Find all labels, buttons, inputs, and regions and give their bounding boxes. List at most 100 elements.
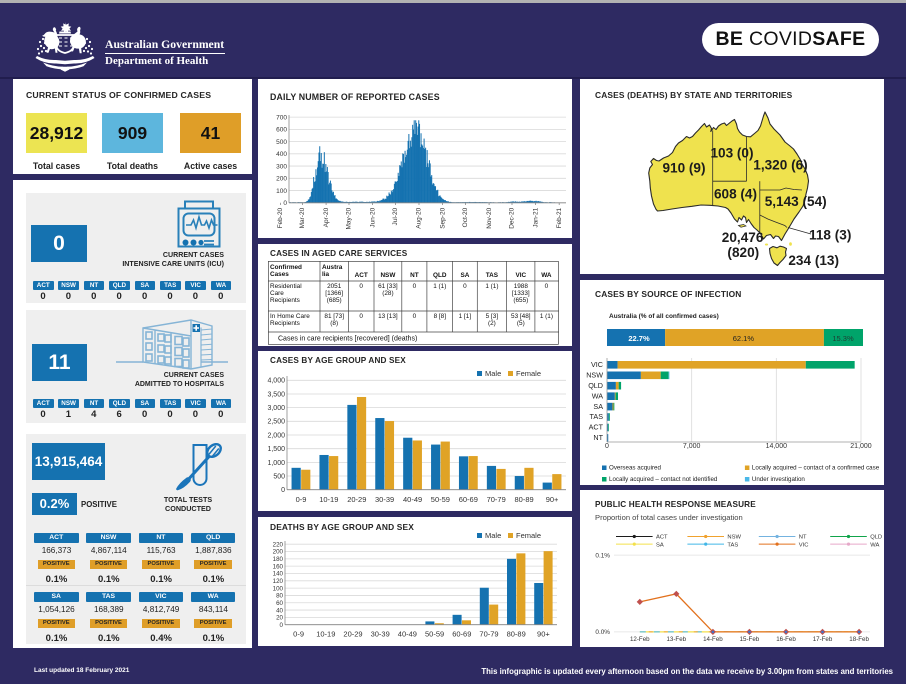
svg-text:0: 0 <box>463 283 467 290</box>
svg-text:60: 60 <box>276 600 283 607</box>
svg-text:[1366]: [1366] <box>325 290 343 297</box>
svg-text:[1333]: [1333] <box>512 290 530 297</box>
svg-text:ACT: ACT <box>656 535 668 541</box>
svg-text:3,500: 3,500 <box>267 391 285 398</box>
svg-text:QLD: QLD <box>433 272 447 279</box>
svg-text:100: 100 <box>276 188 287 195</box>
svg-text:13 [13]: 13 [13] <box>378 313 398 320</box>
svg-text:Female: Female <box>516 369 541 378</box>
svg-text:TAS: TAS <box>727 542 738 548</box>
svg-text:Under investigation: Under investigation <box>752 476 806 483</box>
svg-text:22.7%: 22.7% <box>628 334 650 343</box>
svg-text:30-39: 30-39 <box>371 630 390 639</box>
svg-text:14,000: 14,000 <box>766 443 788 450</box>
svg-text:1,320 (6): 1,320 (6) <box>753 157 807 172</box>
svg-text:Care: Care <box>270 290 284 297</box>
svg-text:Jun-20: Jun-20 <box>369 207 376 227</box>
svg-text:100: 100 <box>273 585 284 592</box>
svg-text:608 (4): 608 (4) <box>714 187 757 202</box>
svg-text:VIC: VIC <box>515 272 526 279</box>
svg-text:0.0%: 0.0% <box>595 629 610 636</box>
svg-text:2,000: 2,000 <box>267 432 285 439</box>
svg-text:Cases in care recipients [reco: Cases in care recipients [recovered] (de… <box>278 336 417 343</box>
svg-text:Residential: Residential <box>270 283 302 290</box>
svg-text:20,476: 20,476 <box>722 230 764 245</box>
svg-text:1,000: 1,000 <box>267 460 285 467</box>
svg-text:1 (1): 1 (1) <box>433 283 446 290</box>
svg-text:QLD: QLD <box>588 381 603 390</box>
svg-text:Dec-20: Dec-20 <box>509 207 516 228</box>
svg-text:Sep-20: Sep-20 <box>439 207 446 228</box>
svg-text:2051: 2051 <box>327 283 342 290</box>
svg-text:May-20: May-20 <box>346 207 353 229</box>
svg-text:TAS: TAS <box>590 412 604 421</box>
svg-text:Male: Male <box>485 531 501 540</box>
svg-text:140: 140 <box>273 571 284 578</box>
svg-text:Nov-20: Nov-20 <box>486 207 493 228</box>
svg-text:Jul-20: Jul-20 <box>392 207 399 225</box>
svg-text:81 [73]: 81 [73] <box>324 313 344 320</box>
svg-text:2,500: 2,500 <box>267 419 285 426</box>
svg-text:180: 180 <box>273 556 284 563</box>
svg-text:17-Feb: 17-Feb <box>813 636 833 643</box>
svg-text:NT: NT <box>410 272 419 279</box>
svg-text:NSW: NSW <box>586 371 603 380</box>
svg-text:NSW: NSW <box>727 535 741 541</box>
svg-text:0: 0 <box>545 283 549 290</box>
svg-text:80-89: 80-89 <box>515 495 534 504</box>
svg-text:14-Feb: 14-Feb <box>703 636 723 643</box>
svg-text:Apr-20: Apr-20 <box>323 207 330 227</box>
svg-text:0.1%: 0.1% <box>595 552 610 559</box>
svg-text:NSW: NSW <box>380 272 396 279</box>
svg-text:13-Feb: 13-Feb <box>666 636 686 643</box>
svg-text:WA: WA <box>870 542 879 548</box>
svg-text:Jan-21: Jan-21 <box>532 207 539 227</box>
svg-text:40: 40 <box>276 607 283 614</box>
svg-text:120: 120 <box>273 578 284 585</box>
svg-text:220: 220 <box>273 541 284 548</box>
svg-text:(655): (655) <box>513 297 528 304</box>
svg-text:61 [33]: 61 [33] <box>378 283 398 290</box>
svg-text:0: 0 <box>280 622 284 629</box>
svg-text:1 [1]: 1 [1] <box>459 313 472 320</box>
svg-text:(28): (28) <box>382 290 393 297</box>
svg-text:70-79: 70-79 <box>479 630 498 639</box>
svg-text:200: 200 <box>273 549 284 556</box>
svg-text:10-19: 10-19 <box>319 495 338 504</box>
svg-text:60-69: 60-69 <box>452 630 471 639</box>
svg-text:0: 0 <box>283 200 287 207</box>
svg-text:103 (0): 103 (0) <box>710 146 753 161</box>
svg-text:SA: SA <box>656 542 664 548</box>
svg-text:300: 300 <box>276 163 287 170</box>
svg-text:700: 700 <box>276 115 287 122</box>
svg-text:15-Feb: 15-Feb <box>740 636 760 643</box>
svg-text:SA: SA <box>593 402 603 411</box>
svg-text:70-79: 70-79 <box>487 495 506 504</box>
svg-text:53 [48]: 53 [48] <box>511 313 531 320</box>
svg-text:Cases: Cases <box>270 271 289 278</box>
svg-text:Oct-20: Oct-20 <box>462 207 469 227</box>
svg-text:0: 0 <box>359 283 363 290</box>
svg-text:Aug-20: Aug-20 <box>416 207 423 228</box>
svg-text:Australia (% of all confirmed: Australia (% of all confirmed cases) <box>609 313 719 320</box>
svg-text:Mar-20: Mar-20 <box>299 207 306 228</box>
svg-text:910 (9): 910 (9) <box>662 161 705 176</box>
svg-text:0: 0 <box>605 443 609 450</box>
svg-text:160: 160 <box>273 563 284 570</box>
svg-text:(685): (685) <box>327 297 342 304</box>
svg-text:Recipients: Recipients <box>270 320 300 327</box>
svg-text:(820): (820) <box>727 245 759 260</box>
svg-text:90+: 90+ <box>537 630 550 639</box>
svg-text:In Home Care: In Home Care <box>270 313 310 320</box>
svg-text:400: 400 <box>276 151 287 158</box>
svg-text:234 (13): 234 (13) <box>788 253 839 268</box>
svg-text:VIC: VIC <box>799 542 809 548</box>
svg-text:50-59: 50-59 <box>425 630 444 639</box>
svg-text:80-89: 80-89 <box>507 630 526 639</box>
svg-text:(5): (5) <box>517 320 525 327</box>
svg-text:50-59: 50-59 <box>431 495 450 504</box>
svg-text:18-Feb: 18-Feb <box>849 636 869 643</box>
svg-text:5,143 (54): 5,143 (54) <box>765 194 827 209</box>
svg-text:VIC: VIC <box>591 360 603 369</box>
svg-text:500: 500 <box>276 139 287 146</box>
